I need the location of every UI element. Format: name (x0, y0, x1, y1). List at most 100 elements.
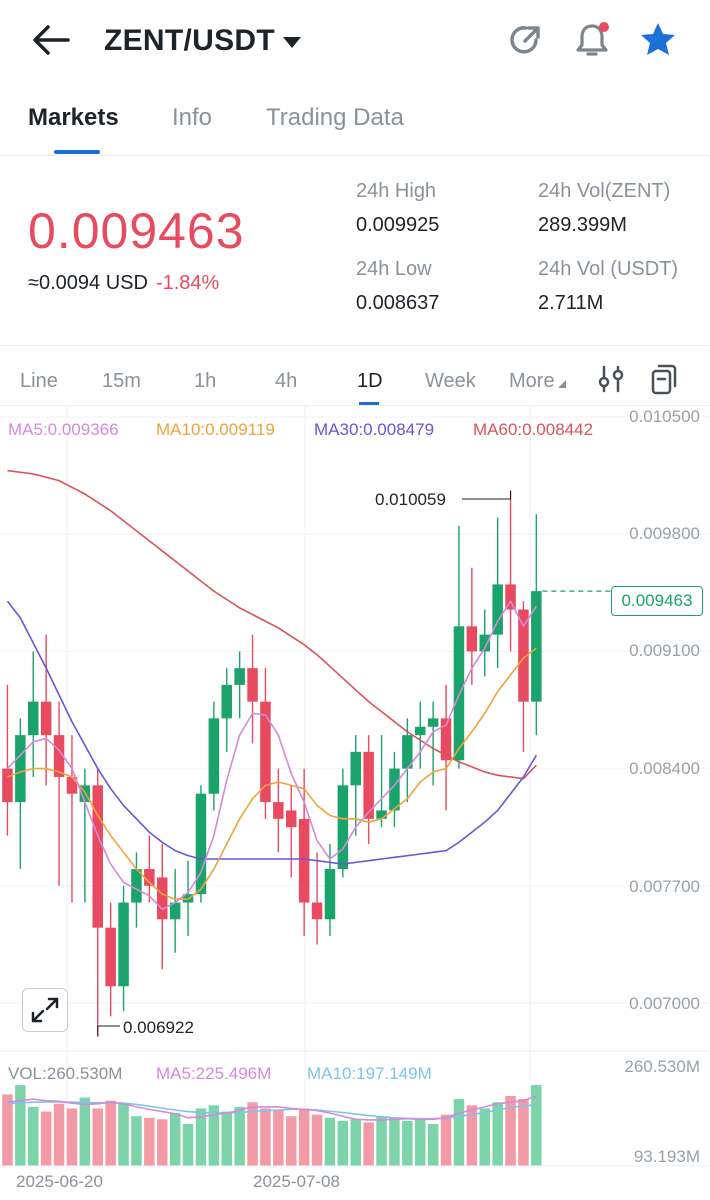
interval-1d[interactable]: 1D (357, 370, 383, 392)
candle-body (195, 793, 207, 895)
low-label: 24h Low (356, 258, 432, 280)
candle-body (2, 768, 13, 803)
volume-bar (376, 1116, 387, 1166)
back-arrow-icon[interactable] (28, 20, 76, 60)
candle-body (479, 634, 490, 652)
volume-bar (298, 1108, 310, 1166)
candle-body (273, 802, 284, 819)
interval-week[interactable]: Week (425, 370, 476, 392)
volume-bar (131, 1116, 142, 1166)
volume-bar (234, 1106, 245, 1166)
candlestick-chart[interactable] (0, 406, 710, 1200)
volume-bar (221, 1111, 232, 1166)
expand-chart-button[interactable] (22, 988, 68, 1032)
interval-more[interactable]: More (509, 370, 567, 393)
copy-layout-icon[interactable] (648, 362, 680, 396)
volume-bar (260, 1108, 271, 1166)
expand-icon (31, 997, 59, 1023)
tab-bar: Markets Info Trading Data (0, 84, 710, 156)
interval-line[interactable]: Line (20, 370, 58, 392)
volume-bar (144, 1117, 155, 1166)
base-volume-value: 289.399M (538, 214, 627, 236)
volume-bar (518, 1099, 529, 1166)
candle-body (221, 684, 232, 719)
candle-body (92, 785, 103, 928)
volume-bar (53, 1103, 65, 1166)
price-axis-label: 0.007700 (629, 877, 700, 896)
tab-trading-data[interactable]: Trading Data (266, 104, 404, 131)
interval-4h[interactable]: 4h (275, 370, 298, 392)
ma30-legend: MA30:0.008479 (314, 420, 435, 439)
pair-title: ZENT/USDT (104, 24, 276, 57)
interval-1h[interactable]: 1h (194, 370, 217, 392)
active-interval-indicator (359, 402, 379, 405)
top-bar: ZENT/USDT (0, 0, 710, 84)
star-icon[interactable] (638, 20, 678, 60)
volume-bar (15, 1085, 26, 1166)
ma10-line (7, 647, 537, 900)
volume-bar (92, 1108, 103, 1166)
current-price-marker: 0.009463 (611, 586, 703, 616)
candle-body (311, 902, 323, 920)
volume-bar (427, 1124, 439, 1166)
usd-equivalent: ≈0.0094 USD (28, 272, 148, 294)
volume-bar (182, 1124, 194, 1166)
candle-body (531, 591, 542, 702)
volume-legend: VOL:260.530M (8, 1064, 123, 1083)
price-axis-label: 0.009100 (629, 641, 700, 660)
base-volume-label: 24h Vol(ZENT) (538, 180, 671, 202)
pair-selector[interactable]: ZENT/USDT (104, 24, 302, 58)
bell-icon[interactable] (572, 20, 612, 60)
candle-body (389, 768, 400, 811)
max-price-annotation: 0.010059 (375, 490, 446, 509)
candle-body (131, 869, 142, 903)
volume-bar (28, 1106, 39, 1166)
interval-more-label: More (509, 370, 555, 392)
volume-bar (505, 1096, 516, 1166)
more-caret-icon (557, 380, 566, 388)
volume-bar (324, 1117, 336, 1166)
tab-info[interactable]: Info (172, 104, 213, 131)
candle-body (66, 776, 78, 794)
candle-body (415, 726, 426, 736)
volume-axis-min: 93.193M (633, 1147, 700, 1166)
volume-bar (105, 1100, 116, 1166)
ticker-summary: 0.009463 ≈0.0094 USD -1.84% 24h High 0.00… (0, 156, 710, 346)
price-axis-label: 0.010500 (629, 407, 700, 426)
volume-bar (311, 1114, 323, 1166)
volume-bar (479, 1108, 490, 1166)
price-change-percent: -1.84% (155, 272, 220, 294)
candle-body (427, 718, 439, 727)
ma60-line (7, 469, 537, 780)
volume-bar (157, 1119, 168, 1166)
candle-body (144, 869, 155, 886)
volume-bar (247, 1102, 258, 1166)
active-tab-indicator (54, 150, 100, 154)
share-icon[interactable] (506, 20, 546, 60)
interval-bar: Line 15m 1h 4h 1D Week More (0, 348, 710, 406)
volume-bar (337, 1120, 349, 1166)
candle-body (402, 735, 413, 769)
ma30-line (6, 600, 538, 865)
volume-bar (208, 1105, 220, 1166)
volume-bar (531, 1085, 542, 1166)
max-price-leader (462, 490, 512, 500)
volume-bar (440, 1114, 452, 1166)
volume-bar (169, 1113, 181, 1166)
indicator-settings-icon[interactable] (596, 364, 626, 394)
x-axis-date: 2025-06-20 (16, 1172, 103, 1191)
candle-body (118, 902, 129, 987)
candle-body (105, 927, 116, 987)
volume-bar (40, 1111, 52, 1166)
candle-body (208, 718, 220, 794)
chart-area[interactable]: MA5:0.009366 MA10:0.009119 MA30:0.008479… (0, 406, 710, 1200)
candle-body (298, 818, 310, 903)
caret-down-icon (283, 36, 302, 48)
ma5-legend: MA5:0.009366 (8, 420, 119, 439)
candle-body (169, 902, 181, 920)
ma5-line (6, 600, 538, 911)
interval-15m[interactable]: 15m (102, 370, 141, 392)
low-value: 0.008637 (356, 292, 440, 314)
volume-bar (79, 1097, 91, 1166)
tab-markets[interactable]: Markets (28, 104, 119, 131)
